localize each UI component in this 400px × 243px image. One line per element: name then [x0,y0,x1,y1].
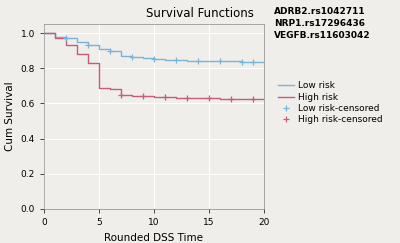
Point [195,59,201,63]
Point [228,97,234,101]
Point [140,95,146,98]
Point [173,58,179,62]
Point [162,95,168,99]
Point [85,43,91,47]
Point [129,55,135,59]
Point [184,96,190,100]
X-axis label: Rounded DSS Time: Rounded DSS Time [104,233,204,243]
Point [151,57,157,61]
Point [250,97,256,101]
Point [206,96,212,100]
Point [239,60,245,63]
Text: ADRB2.rs1042711
NRP1.rs17296436
VEGFB.rs11603042: ADRB2.rs1042711 NRP1.rs17296436 VEGFB.rs… [274,7,371,40]
Point [250,60,256,63]
Legend: Low risk, High risk, Low risk-censored, High risk-censored: Low risk, High risk, Low risk-censored, … [277,80,384,125]
Point [217,60,223,63]
Text: Survival Functions: Survival Functions [146,7,254,20]
Point [107,49,113,53]
Y-axis label: Cum Survival: Cum Survival [5,82,15,151]
Point [63,36,69,40]
Point [118,93,124,97]
